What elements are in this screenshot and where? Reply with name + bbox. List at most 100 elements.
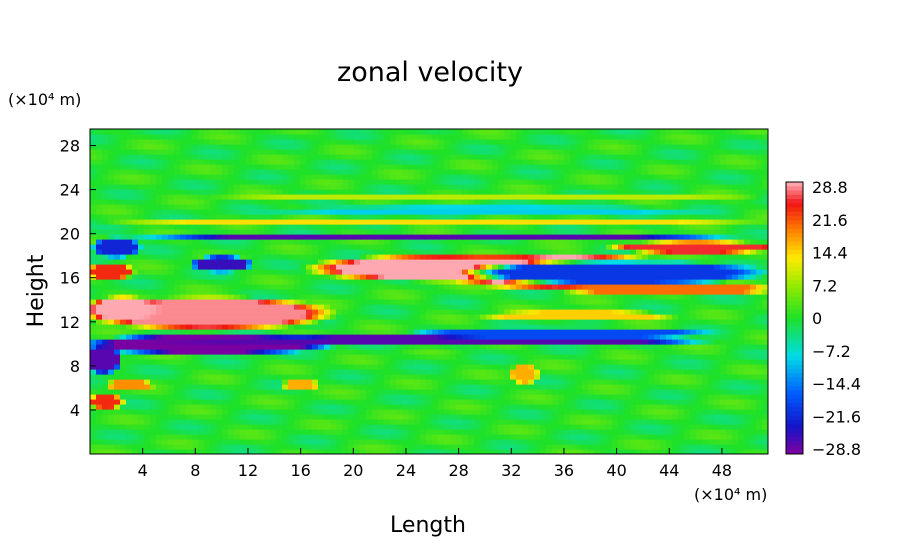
heatmap-cell	[474, 309, 481, 315]
heatmap-cell	[546, 374, 553, 380]
heatmap-cell	[648, 364, 655, 370]
heatmap-cell	[666, 279, 673, 285]
heatmap-cell	[174, 394, 181, 400]
heatmap-cell	[630, 374, 637, 380]
heatmap-cell	[564, 384, 571, 390]
heatmap-cell	[150, 354, 157, 360]
heatmap-cell	[576, 409, 583, 415]
heatmap-cell	[378, 409, 385, 415]
heatmap-cell	[492, 259, 499, 265]
heatmap-cell	[720, 419, 727, 425]
heatmap-cell	[330, 364, 337, 370]
heatmap-cell	[408, 379, 415, 385]
heatmap-cell	[444, 349, 451, 355]
heatmap-cell	[96, 304, 103, 310]
heatmap-cell	[702, 404, 709, 410]
heatmap-cell	[618, 309, 625, 315]
heatmap-cell	[612, 399, 619, 405]
heatmap-cell	[546, 349, 553, 355]
heatmap-cell	[450, 324, 457, 330]
heatmap-cell	[180, 234, 187, 240]
heatmap-cell	[162, 229, 169, 235]
heatmap-cell	[726, 434, 733, 440]
heatmap-cell	[504, 289, 511, 295]
heatmap-cell	[618, 314, 625, 320]
heatmap-cell	[600, 279, 607, 285]
heatmap-cell	[150, 309, 157, 315]
heatmap-cell	[708, 384, 715, 390]
heatmap-cell	[702, 324, 709, 330]
heatmap-cell	[564, 364, 571, 370]
heatmap-cell	[150, 279, 157, 285]
heatmap-cell	[204, 254, 211, 260]
heatmap-cell	[390, 409, 397, 415]
heatmap-cell	[672, 429, 679, 435]
heatmap-cell	[96, 434, 103, 440]
heatmap-cell	[426, 414, 433, 420]
heatmap-cell	[618, 244, 625, 250]
heatmap-cell	[162, 324, 169, 330]
heatmap-cell	[726, 404, 733, 410]
heatmap-cell	[726, 279, 733, 285]
heatmap-cell	[756, 299, 763, 305]
heatmap-cell	[690, 419, 697, 425]
heatmap-cell	[672, 239, 679, 245]
heatmap-cell	[474, 364, 481, 370]
heatmap-cell	[558, 379, 565, 385]
heatmap-cell	[324, 339, 331, 345]
heatmap-cell	[738, 304, 745, 310]
heatmap-cell	[228, 239, 235, 245]
heatmap-cell	[576, 399, 583, 405]
heatmap-cell	[120, 284, 127, 290]
heatmap-cell	[198, 239, 205, 245]
heatmap-cell	[576, 324, 583, 330]
heatmap-cell	[588, 414, 595, 420]
heatmap-cell	[648, 234, 655, 240]
heatmap-cell	[354, 379, 361, 385]
heatmap-cell	[300, 424, 307, 430]
heatmap-cell	[144, 314, 151, 320]
heatmap-cell	[438, 429, 445, 435]
heatmap-cell	[390, 394, 397, 400]
heatmap-cell	[450, 419, 457, 425]
heatmap-cell	[654, 264, 661, 270]
heatmap-cell	[504, 419, 511, 425]
heatmap-cell	[558, 334, 565, 340]
heatmap-cell	[198, 449, 205, 454]
heatmap-cell	[378, 364, 385, 370]
heatmap-cell	[330, 274, 337, 280]
heatmap-cell	[624, 284, 631, 290]
heatmap-cell	[102, 414, 109, 420]
heatmap-cell	[396, 389, 403, 395]
heatmap-cell	[108, 399, 115, 405]
heatmap-cell	[684, 239, 691, 245]
heatmap-cell	[504, 264, 511, 270]
heatmap-cell	[174, 339, 181, 345]
heatmap-cell	[438, 319, 445, 325]
heatmap-cell	[192, 239, 199, 245]
heatmap-cell	[300, 284, 307, 290]
heatmap-cell	[198, 259, 205, 265]
heatmap-cell	[426, 449, 433, 454]
heatmap-cell	[276, 424, 283, 430]
heatmap-cell	[702, 329, 709, 335]
heatmap-cell	[228, 319, 235, 325]
heatmap-cell	[756, 389, 763, 395]
heatmap-cell	[414, 249, 421, 255]
heatmap-cell	[480, 349, 487, 355]
heatmap-cell	[450, 234, 457, 240]
heatmap-cell	[90, 309, 97, 315]
heatmap-cell	[306, 349, 313, 355]
heatmap-cell	[720, 304, 727, 310]
heatmap-cell	[588, 439, 595, 445]
heatmap-cell	[108, 374, 115, 380]
heatmap-cell	[222, 324, 229, 330]
heatmap-cell	[630, 434, 637, 440]
heatmap-cell	[612, 344, 619, 350]
heatmap-cell	[396, 284, 403, 290]
heatmap-cell	[702, 384, 709, 390]
heatmap-cell	[552, 439, 559, 445]
heatmap-cell	[300, 299, 307, 305]
heatmap-cell	[102, 229, 109, 235]
heatmap-cell	[576, 404, 583, 410]
